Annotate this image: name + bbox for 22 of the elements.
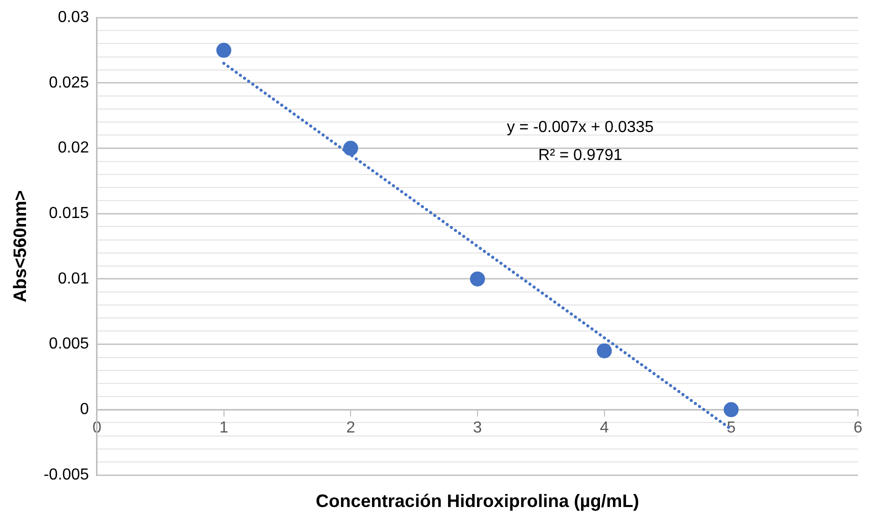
x-tick-label: 4 <box>600 420 609 437</box>
y-tick-label: 0.03 <box>58 9 90 26</box>
x-axis-title: Concentración Hidroxiprolina (µg/mL) <box>316 490 640 511</box>
x-tick-label: 2 <box>346 420 356 437</box>
y-tick-label: 0.015 <box>48 205 90 222</box>
annotation: R² = 0.9791 <box>538 147 622 164</box>
point <box>470 271 485 286</box>
point <box>343 140 358 156</box>
y-tick-label: 0.02 <box>58 140 90 157</box>
point <box>596 343 612 358</box>
point <box>724 402 739 418</box>
x-tick-label: 1 <box>219 420 228 437</box>
y-tick-label: 0.025 <box>48 74 90 92</box>
y-tick-label: 0.005 <box>48 336 90 353</box>
y-tick-label: 0.01 <box>58 270 90 288</box>
x-tick-label: 3 <box>473 420 482 437</box>
annotation: y = -0.007x + 0.0335 <box>506 119 654 136</box>
y-axis-title: Abs<560nm> <box>10 190 30 302</box>
point <box>216 42 232 58</box>
y-tick-label: -0.005 <box>44 466 90 484</box>
y-tick-label: 0 <box>80 401 90 418</box>
x-tick-label: 6 <box>854 420 863 437</box>
